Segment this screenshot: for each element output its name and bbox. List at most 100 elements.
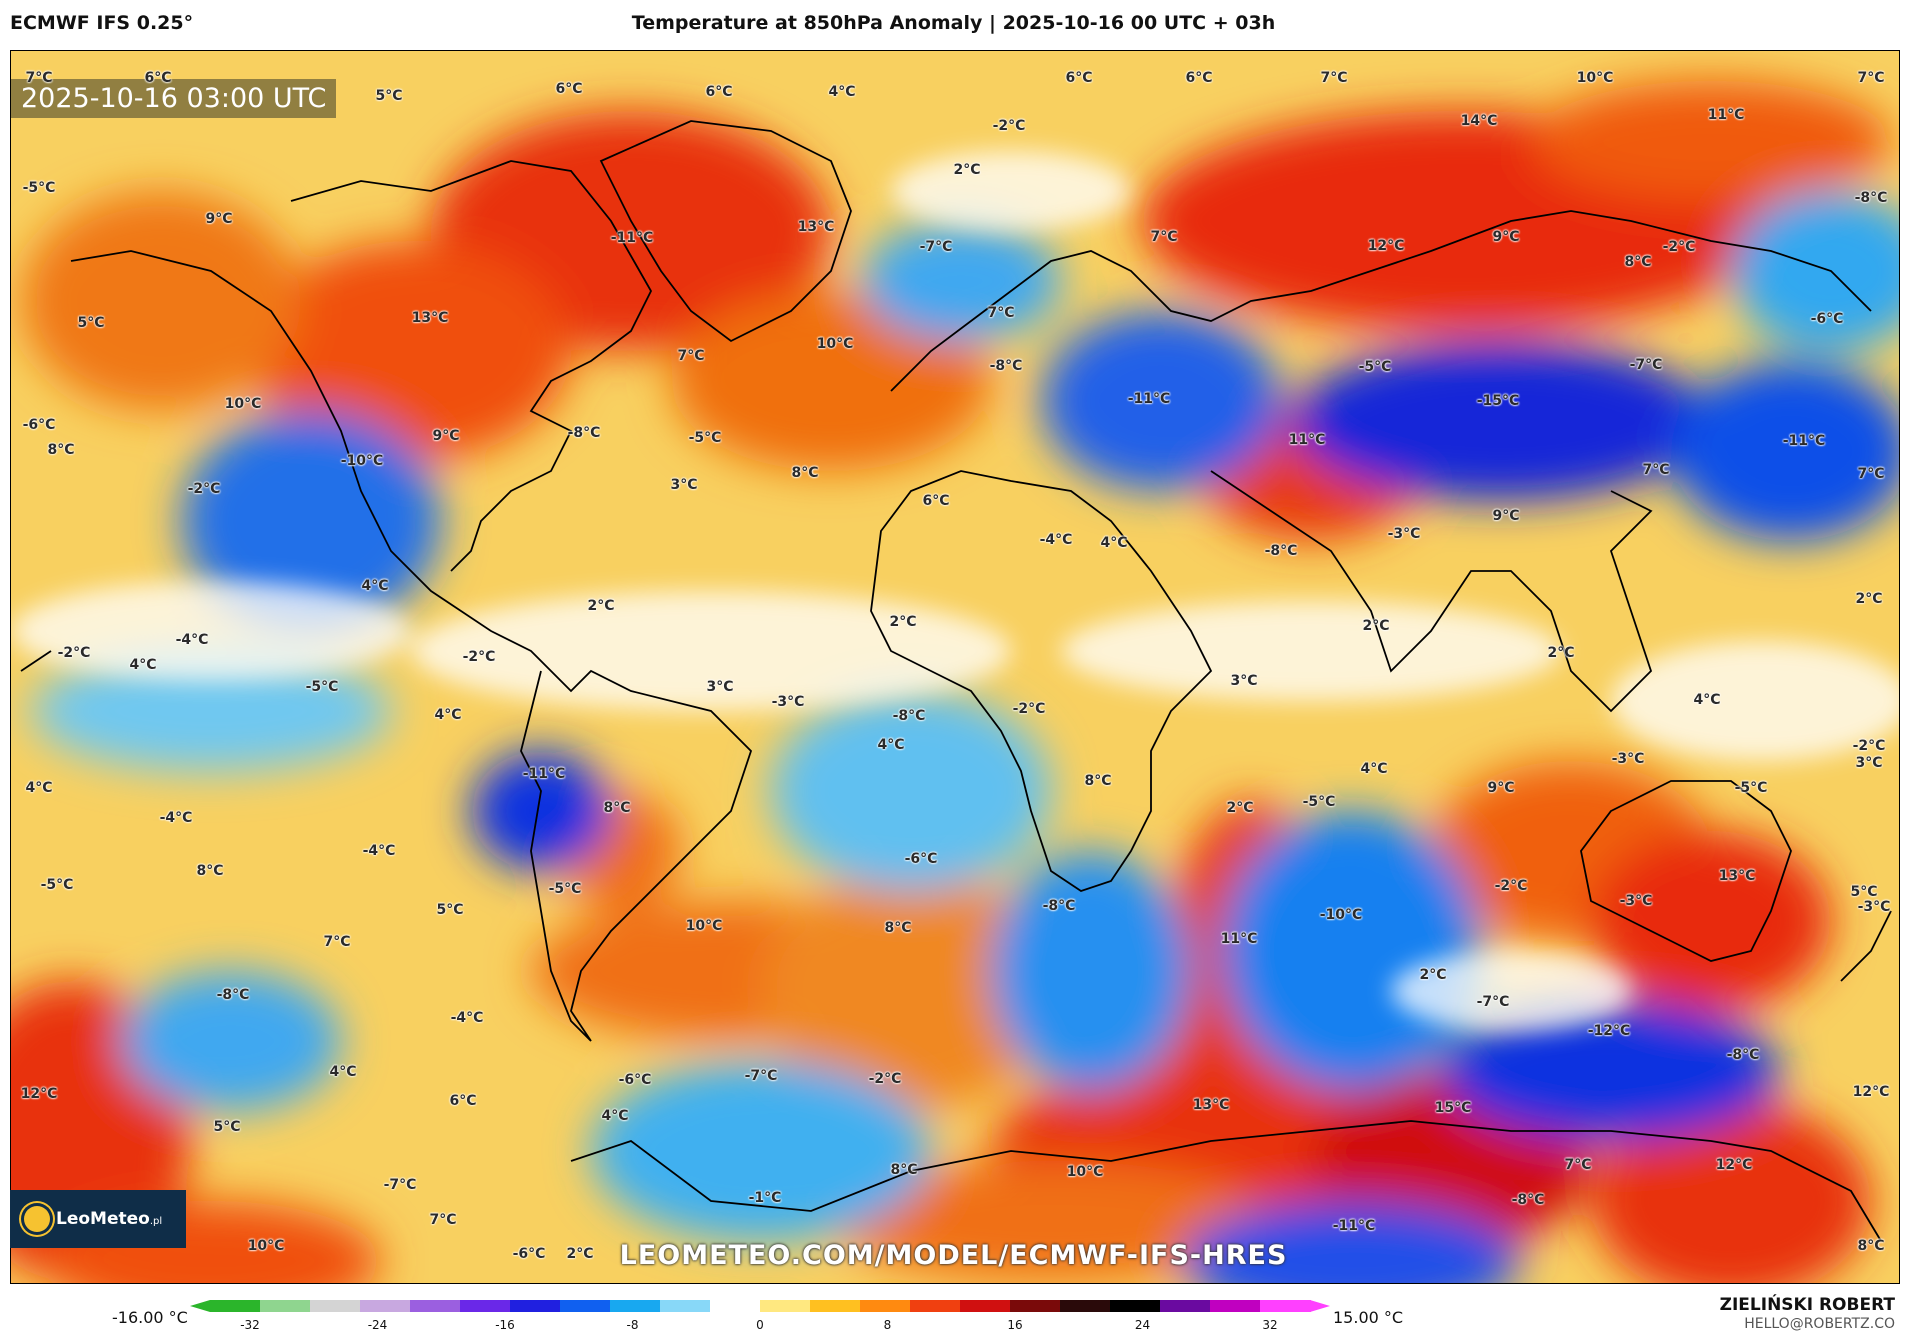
temperature-label: 2°C — [1362, 618, 1390, 634]
temperature-label: 8°C — [1624, 254, 1652, 270]
temperature-label: -6°C — [904, 851, 938, 867]
temperature-label: 7°C — [1150, 229, 1178, 245]
colorbar-segment — [860, 1300, 911, 1312]
temperature-label: 7°C — [987, 305, 1015, 321]
temperature-anomaly-map[interactable]: 2025-10-16 03:00 UTC 7°C 6°C 5°C 6°C 6°C 4°C 6… — [10, 50, 1900, 1284]
colorbar-segment — [460, 1300, 511, 1312]
temperature-label: -4°C — [450, 1010, 484, 1026]
valid-time-badge: 2025-10-16 03:00 UTC — [11, 79, 337, 118]
temperature-label: 11°C — [1707, 107, 1745, 123]
temperature-label: 8°C — [1084, 773, 1112, 789]
colorbar-segment — [710, 1300, 761, 1312]
anomaly-field — [11, 51, 1899, 1283]
temperature-label: -8°C — [216, 987, 250, 1003]
temperature-label: 12°C — [1852, 1084, 1890, 1100]
temperature-label: -5°C — [22, 180, 56, 196]
temperature-label: 12°C — [1367, 238, 1405, 254]
colorbar-segment — [410, 1300, 461, 1312]
temperature-label: 6°C — [922, 493, 950, 509]
temperature-label: 2°C — [1226, 800, 1254, 816]
colorbar-segment — [1160, 1300, 1211, 1312]
colorbar-arrow — [190, 1300, 210, 1312]
temperature-label: -8°C — [567, 425, 601, 441]
temperature-label: 4°C — [129, 657, 157, 673]
temperature-label: 5°C — [77, 315, 105, 331]
temperature-label: 7°C — [1564, 1157, 1592, 1173]
temperature-label: 10°C — [1576, 70, 1614, 86]
temperature-label: 11°C — [1220, 931, 1258, 947]
temperature-label: 6°C — [705, 84, 733, 100]
colorbar-segment — [910, 1300, 961, 1312]
colorbar-segment — [1210, 1300, 1261, 1312]
temperature-label: -8°C — [1854, 190, 1888, 206]
temperature-label: -2°C — [868, 1071, 902, 1087]
temperature-label: -7°C — [383, 1177, 417, 1193]
colorbar-segment — [960, 1300, 1011, 1312]
temperature-label: 6°C — [1065, 70, 1093, 86]
temperature-label: -11°C — [1782, 433, 1826, 449]
temperature-label: 8°C — [47, 442, 75, 458]
temperature-label: 13°C — [411, 310, 449, 326]
temperature-label: -7°C — [1629, 357, 1663, 373]
temperature-label: 5°C — [375, 88, 403, 104]
temperature-label: 4°C — [361, 578, 389, 594]
temperature-label: -3°C — [1857, 899, 1891, 915]
author-email: HELLO@ROBERTZ.CO — [1744, 1316, 1895, 1332]
temperature-label: 7°C — [323, 934, 351, 950]
leometeo-logo[interactable]: LeoMeteo.pl — [10, 1190, 186, 1248]
temperature-label: -8°C — [1511, 1192, 1545, 1208]
temperature-label: 10°C — [816, 336, 854, 352]
temperature-label: 6°C — [144, 70, 172, 86]
temperature-label: 4°C — [877, 737, 905, 753]
temperature-label: -4°C — [1039, 532, 1073, 548]
temperature-label: -15°C — [1476, 393, 1520, 409]
temperature-label: 4°C — [1360, 761, 1388, 777]
colorbar-segment — [510, 1300, 561, 1312]
temperature-label: 12°C — [20, 1086, 58, 1102]
temperature-label: 7°C — [1857, 466, 1885, 482]
temperature-label: 4°C — [828, 84, 856, 100]
temperature-label: 8°C — [1857, 1238, 1885, 1254]
temperature-label: -7°C — [744, 1068, 778, 1084]
temperature-label: 7°C — [25, 70, 53, 86]
temperature-label: 14°C — [1460, 113, 1498, 129]
temperature-label: -5°C — [688, 430, 722, 446]
temperature-label: -8°C — [1042, 898, 1076, 914]
temperature-label: -8°C — [892, 708, 926, 724]
colorbar-tick-label: 0 — [756, 1318, 764, 1332]
temperature-label: 10°C — [247, 1238, 285, 1254]
author-name: ZIELIŃSKI ROBERT — [1719, 1295, 1895, 1315]
colorbar-segment — [310, 1300, 361, 1312]
temperature-label: 4°C — [434, 707, 462, 723]
temperature-label: 8°C — [890, 1162, 918, 1178]
temperature-label: -7°C — [1476, 994, 1510, 1010]
temperature-label: 7°C — [429, 1212, 457, 1228]
temperature-label: -5°C — [40, 877, 74, 893]
colorbar-segment — [810, 1300, 861, 1312]
colorbar-tick-label: 8 — [883, 1318, 892, 1332]
temperature-label: 9°C — [1492, 229, 1520, 245]
temperature-label: 8°C — [603, 800, 631, 816]
temperature-label: 3°C — [706, 679, 734, 695]
colorbar-arrow — [1310, 1300, 1330, 1312]
temperature-label: -2°C — [57, 645, 91, 661]
colorbar-tick-label: -8 — [626, 1318, 639, 1332]
colorbar-segment — [260, 1300, 311, 1312]
temperature-label: -4°C — [362, 843, 396, 859]
temperature-label: 6°C — [555, 81, 583, 97]
temperature-label: 13°C — [797, 219, 835, 235]
temperature-label: 3°C — [670, 477, 698, 493]
colorbar-tick-label: -24 — [367, 1318, 388, 1332]
temperature-label: -2°C — [1012, 701, 1046, 717]
temperature-label: -2°C — [1852, 738, 1886, 754]
model-name: ECMWF IFS 0.25° — [10, 12, 194, 34]
colorbar-tick-label: 24 — [1134, 1318, 1151, 1332]
temperature-label: -8°C — [989, 358, 1023, 374]
temperature-label: 2°C — [953, 162, 981, 178]
temperature-label: 2°C — [587, 598, 615, 614]
temperature-label: -6°C — [512, 1246, 546, 1262]
temperature-label: 7°C — [677, 348, 705, 364]
temperature-label: 15°C — [1434, 1100, 1472, 1116]
temperature-label: -11°C — [1127, 391, 1171, 407]
temperature-label: -5°C — [1734, 780, 1768, 796]
